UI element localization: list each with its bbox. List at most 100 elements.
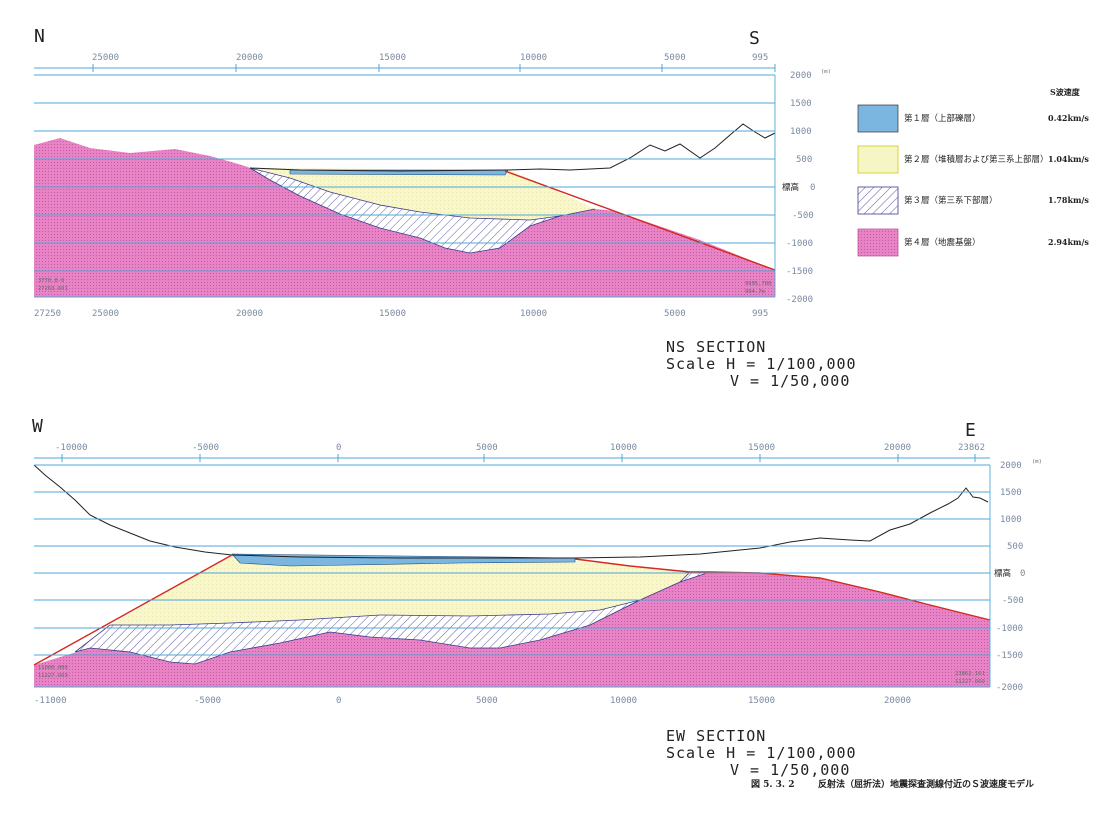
legend-value-layer3: 1.78km/s: [1048, 195, 1089, 205]
ns-grid: [34, 74, 776, 298]
ew-top-tick: -5000: [192, 443, 219, 453]
ns-corner-left: 27263.601: [38, 286, 68, 292]
ew-elev-label: 標高: [994, 568, 1011, 579]
ns-section: N S 25000 20000 15000 10000 5000 995: [34, 26, 857, 390]
legend-value-layer4: 2.94km/s: [1048, 237, 1089, 247]
ew-scale-v: V = 1/50,000: [730, 761, 850, 779]
legend-label-layer2: 第２層（堆積層および第三系上部層）: [904, 154, 1049, 165]
legend-label-layer1: 第１層（上部礫層）: [904, 113, 981, 124]
ew-corner-left: 11227.669: [38, 673, 68, 679]
ew-elev-tick: 1000: [1000, 515, 1022, 525]
ns-top-tick: 995: [752, 53, 768, 63]
ew-corner-right: 23862.161: [955, 671, 985, 677]
ns-unit: (m): [821, 69, 831, 75]
ns-bottom-tick: 27250: [34, 309, 61, 319]
ns-elev-tick: 500: [796, 155, 812, 165]
ns-layer1-gravel: [289, 169, 509, 176]
ew-layer3-lower-tertiary: [74, 571, 711, 665]
ns-top-tick: 15000: [379, 53, 406, 63]
ns-layer2-sediment: [250, 168, 595, 220]
ns-top-tick: 10000: [520, 53, 547, 63]
ns-top-tick: 20000: [236, 53, 263, 63]
legend-swatch-layer4: [857, 228, 899, 257]
figure-caption: 反射法（屈折法）地震探査測線付近のＳ波速度モデル: [818, 778, 1034, 790]
ew-bottom-tick: 20000: [884, 696, 911, 706]
ew-layer4-basement: [34, 572, 990, 687]
ns-elev-tick: 2000: [790, 71, 812, 81]
ew-top-tick: 10000: [610, 443, 637, 453]
ew-unit: (m): [1032, 459, 1042, 465]
ew-top-tick: 0: [336, 443, 341, 453]
ns-elev-tick: -1000: [786, 239, 813, 249]
ew-bottom-tick: 15000: [748, 696, 775, 706]
ns-topography: [249, 123, 776, 172]
legend-value-layer1: 0.42km/s: [1048, 113, 1089, 123]
ew-corner-left: 11000.000: [38, 665, 68, 671]
ew-section: W E -10000 -5000 0 5000 10000 15000 2000…: [32, 416, 1042, 779]
ns-layer3-lower-tertiary: [249, 167, 596, 254]
ew-elev-tick: 2000: [1000, 461, 1022, 471]
ew-corner-right: 11227.669: [955, 679, 985, 685]
legend-header: S波速度: [1050, 87, 1081, 97]
ns-dir-north: N: [34, 26, 45, 47]
ns-corner-right: 994.7m: [745, 289, 766, 295]
ew-scale-h: Scale H = 1/100,000: [666, 744, 857, 762]
ew-top-tick: -10000: [55, 443, 88, 453]
ns-elev-tick: 0: [810, 183, 815, 193]
ew-elev-tick: 0: [1020, 569, 1025, 579]
ew-bottom-tick: -5000: [194, 696, 221, 706]
ns-dir-south: S: [749, 28, 760, 49]
ew-section-title: EW SECTION: [666, 727, 766, 745]
figure-number: 図 5. 3. 2: [751, 779, 794, 790]
ns-elev-tick: 1000: [790, 127, 812, 137]
ew-topography: [33, 464, 989, 559]
ns-scale-v: V = 1/50,000: [730, 372, 850, 390]
ew-dir-east: E: [965, 420, 976, 441]
legend-label-layer3: 第３層（第三系下部層）: [904, 195, 998, 206]
ns-elev-tick: -1500: [786, 267, 813, 277]
ns-layer4-basement: [34, 138, 775, 297]
ns-boundary-red: [504, 170, 776, 271]
ns-bottom-tick: 5000: [664, 309, 686, 319]
ew-elev-tick: 500: [1007, 542, 1023, 552]
ns-elev-tick: 1500: [790, 99, 812, 109]
legend: S波速度 第１層（上部礫層） 0.42km/s 第２層（堆積層および第三系上部層…: [857, 87, 1089, 257]
ew-elev-tick: 1500: [1000, 488, 1022, 498]
ns-section-title: NS SECTION: [666, 338, 766, 356]
ns-top-tick: 25000: [92, 53, 119, 63]
ns-bottom-tick: 20000: [236, 309, 263, 319]
ew-top-tick: 23862: [958, 443, 985, 453]
legend-label-layer4: 第４層（地震基盤）: [904, 237, 981, 248]
legend-swatch-layer2: [857, 145, 899, 174]
ew-top-tick: 15000: [748, 443, 775, 453]
ew-elev-tick: -500: [1002, 596, 1024, 606]
legend-swatch-layer3: [857, 186, 899, 215]
ew-grid: [34, 464, 991, 688]
ns-scale-h: Scale H = 1/100,000: [666, 355, 857, 373]
ns-bottom-tick: 10000: [520, 309, 547, 319]
ew-top-tick: 20000: [884, 443, 911, 453]
ew-bottom-tick: 5000: [476, 696, 498, 706]
ew-bottom-tick: 0: [336, 696, 341, 706]
legend-value-layer2: 1.04km/s: [1048, 154, 1089, 164]
ns-bottom-tick: 995: [752, 309, 768, 319]
ew-elev-tick: -1000: [996, 624, 1023, 634]
legend-swatch-layer1: [857, 104, 899, 133]
ns-top-tick-marks: [92, 64, 776, 72]
ew-top-tick-marks: [61, 454, 976, 462]
ns-bottom-tick: 15000: [379, 309, 406, 319]
ns-corner-right: 9905.780: [745, 281, 772, 287]
ew-top-tick: 5000: [476, 443, 498, 453]
ew-elev-tick: -2000: [996, 683, 1023, 693]
ns-bottom-tick: 25000: [92, 309, 119, 319]
ns-top-tick: 5000: [664, 53, 686, 63]
ew-elev-tick: -1500: [996, 651, 1023, 661]
ns-corner-left: 3770.8-6: [38, 278, 65, 284]
ns-elev-label: 標高: [782, 182, 799, 193]
ew-bottom-tick: 10000: [610, 696, 637, 706]
ns-elev-tick: -2000: [786, 295, 813, 305]
ns-elev-tick: -500: [792, 211, 814, 221]
ew-bottom-tick: -11000: [34, 696, 67, 706]
ew-dir-west: W: [32, 416, 43, 437]
